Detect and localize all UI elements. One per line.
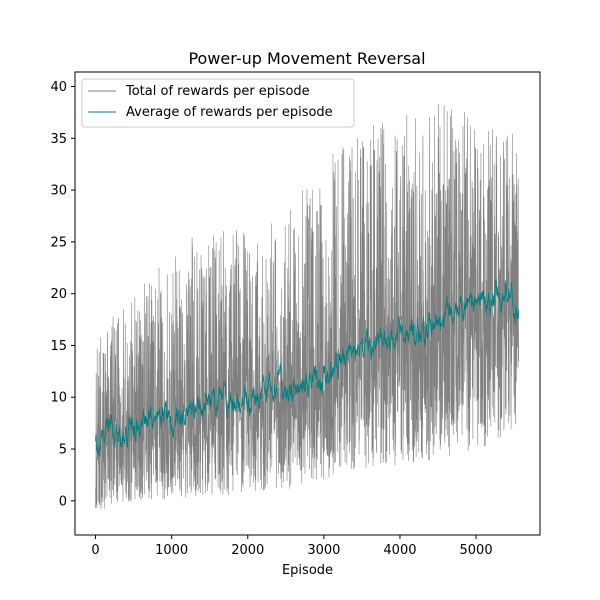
x-tick-label: 2000 [231,543,264,558]
y-tick-label: 0 [59,494,67,509]
y-tick-label: 5 [59,443,67,458]
x-axis-label: Episode [282,563,333,578]
legend-box [81,78,355,128]
legend-label-average: Average of rewards per episode [126,105,333,120]
x-tick-label: 0 [91,543,99,558]
legend: Total of rewards per episode Average of … [81,78,355,128]
x-tick-label: 5000 [460,543,493,558]
y-tick-label: 35 [50,132,67,147]
y-tick-label: 20 [50,287,67,302]
series-total-rewards-line [95,104,519,509]
y-tick-label: 15 [50,339,67,354]
y-tick-label: 25 [50,235,67,250]
x-tick-label: 3000 [307,543,340,558]
legend-label-total: Total of rewards per episode [125,84,310,99]
chart-title: Power-up Movement Reversal [188,49,425,68]
plot-frame [74,71,541,536]
y-tick-label: 30 [50,184,67,199]
x-tick-label: 4000 [383,543,416,558]
x-tick-label: 1000 [155,543,188,558]
y-tick-label: 40 [50,80,67,95]
y-tick-label: 10 [50,391,67,406]
series-average-rewards-line [95,278,520,456]
